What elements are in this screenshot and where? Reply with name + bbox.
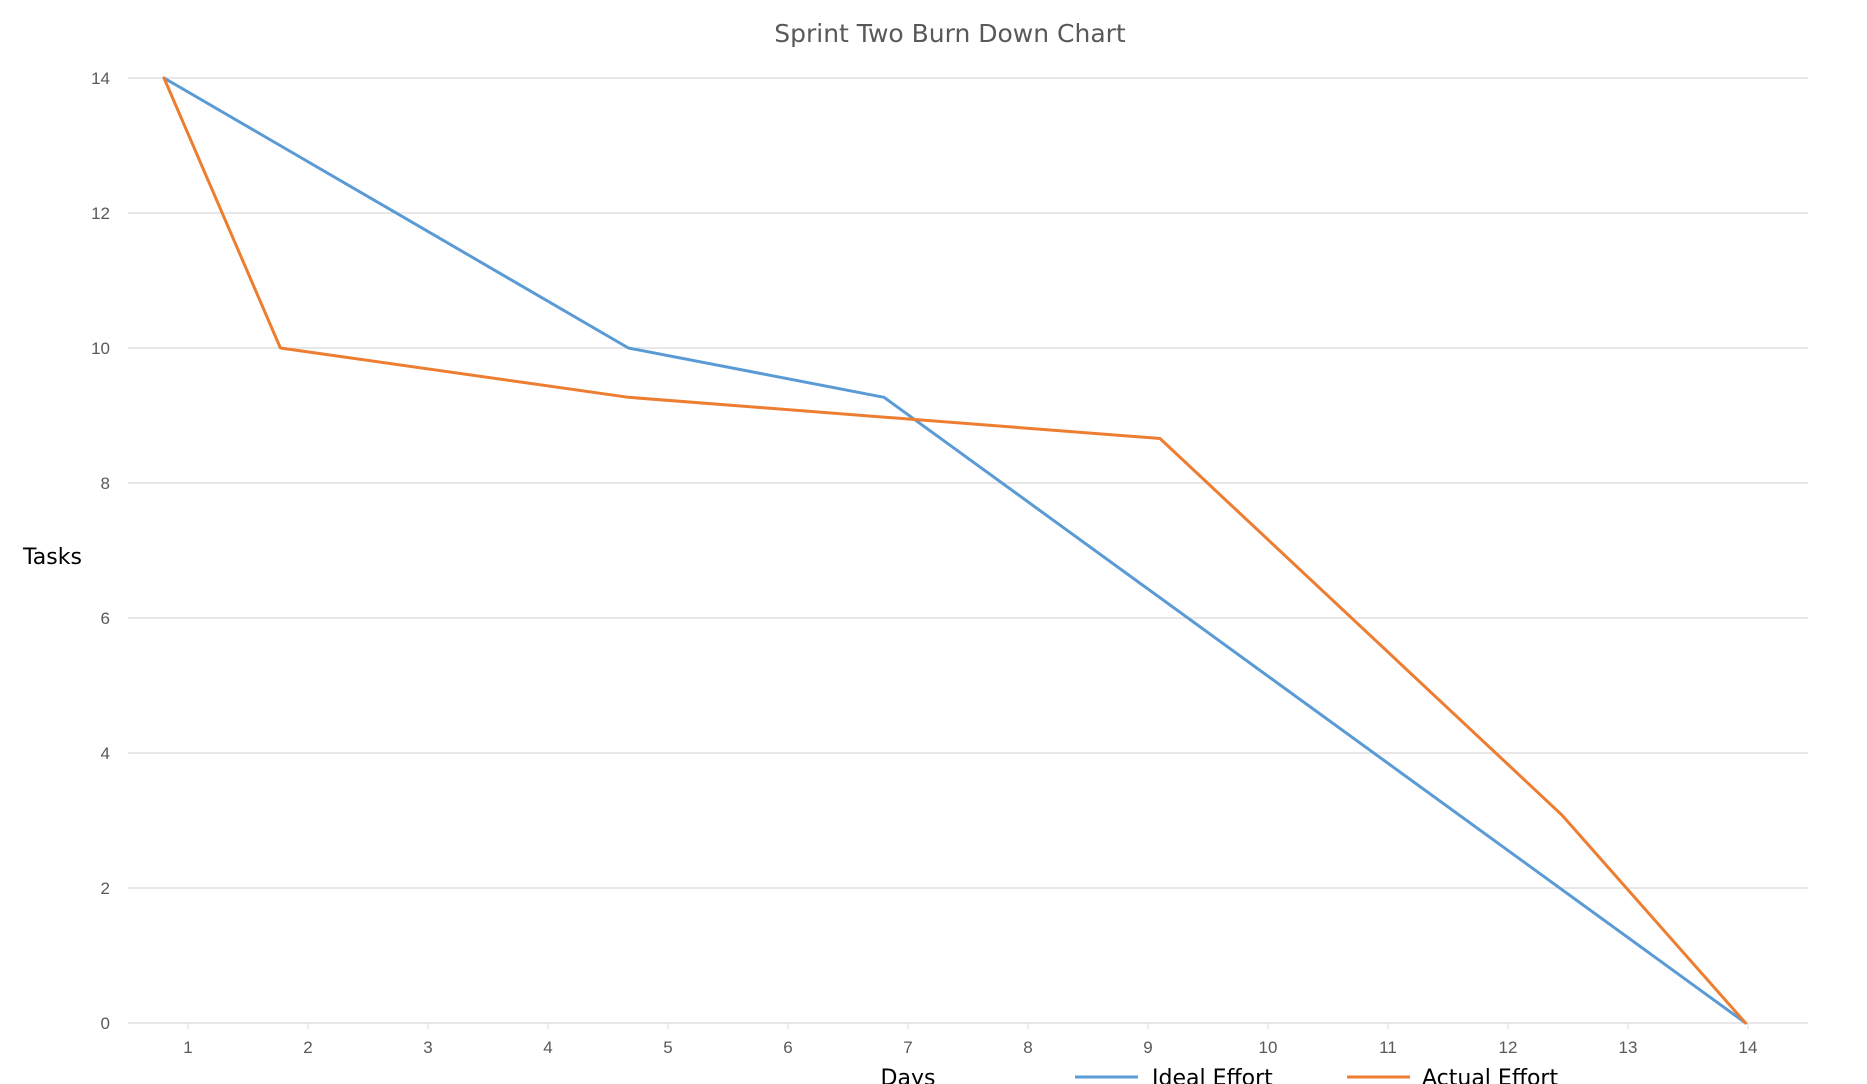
- x-tick-label: 12: [1499, 1038, 1518, 1057]
- x-tick-label: 8: [1023, 1038, 1032, 1057]
- series-line-actual-effort: [162, 76, 1748, 1025]
- legend-ideal-effort-label: Ideal Effort: [1152, 1066, 1273, 1084]
- x-tick-label: 5: [663, 1038, 672, 1057]
- x-tick-label: 6: [783, 1038, 792, 1057]
- x-tick-label: 1: [183, 1038, 192, 1057]
- chart-title: Sprint Two Burn Down Chart: [774, 19, 1126, 48]
- y-tick-label: 8: [101, 474, 110, 493]
- y-axis-ticks: 0 2 4 6 8 10 12 14: [91, 69, 110, 1033]
- x-tick-label: 11: [1379, 1038, 1397, 1057]
- x-tick-label: 9: [1143, 1038, 1152, 1057]
- y-tick-label: 12: [91, 204, 110, 223]
- gridlines: [128, 77, 1808, 1024]
- y-tick-label: 4: [101, 744, 110, 763]
- y-axis-title: Tasks: [22, 545, 82, 570]
- legend-actual-effort-label: Actual Effort: [1422, 1066, 1558, 1084]
- x-tick-label: 13: [1619, 1038, 1638, 1057]
- x-tick-label: 10: [1259, 1038, 1278, 1057]
- y-tick-label: 2: [101, 879, 110, 898]
- y-tick-label: 6: [101, 609, 110, 628]
- series-line-ideal-effort: [162, 76, 1748, 1025]
- y-tick-label: 14: [91, 69, 110, 88]
- x-axis-ticks: 1 2 3 4 5 6 7 8 9 10 11 12 13 14: [183, 1023, 1757, 1057]
- x-tick-label: 2: [303, 1038, 312, 1057]
- x-tick-label: 14: [1739, 1038, 1758, 1057]
- x-axis-title: Days: [881, 1066, 936, 1084]
- series-lines: [162, 76, 1748, 1025]
- x-tick-label: 3: [423, 1038, 432, 1057]
- legend: Ideal Effort Actual Effort: [1075, 1066, 1558, 1084]
- y-tick-label: 0: [101, 1014, 110, 1033]
- x-tick-label: 7: [903, 1038, 912, 1057]
- y-tick-label: 10: [91, 339, 110, 358]
- x-tick-label: 4: [543, 1038, 552, 1057]
